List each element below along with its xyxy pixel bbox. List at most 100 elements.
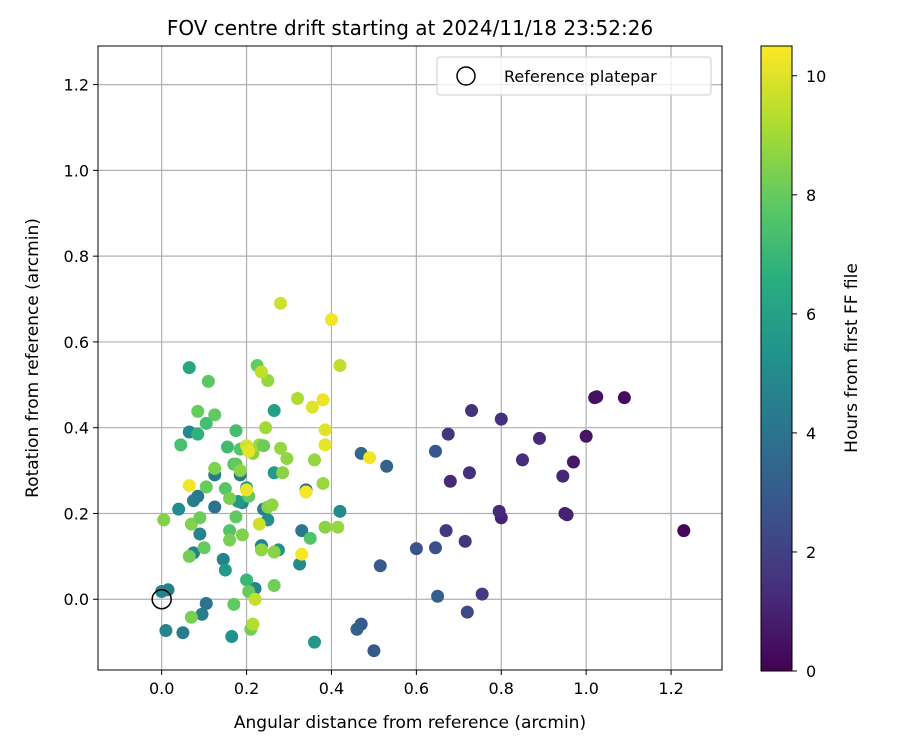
y-axis-label: Rotation from reference (arcmin) — [23, 218, 43, 498]
data-point — [373, 559, 387, 573]
data-point — [515, 453, 529, 467]
data-point — [257, 439, 271, 453]
x-axis-ticks: 0.0 0.2 0.4 0.6 0.8 1.0 1.2 — [149, 670, 684, 698]
data-point — [225, 630, 239, 644]
legend-reference-marker — [456, 66, 476, 86]
x-tick-label: 0.4 — [319, 679, 344, 698]
data-point — [254, 365, 268, 379]
data-point — [240, 483, 254, 497]
data-point — [443, 474, 457, 488]
x-tick-label: 0.2 — [234, 679, 259, 698]
data-point — [259, 421, 273, 435]
data-point — [316, 476, 330, 490]
data-point — [460, 605, 474, 619]
data-point — [465, 404, 479, 418]
data-point — [182, 361, 196, 375]
data-point — [462, 466, 476, 480]
reference-platepar-marker — [151, 588, 172, 610]
legend: Reference platepar — [436, 56, 712, 96]
data-point — [316, 393, 330, 407]
data-point — [295, 547, 309, 561]
colorbar-label: Hours from first FF file — [842, 263, 862, 453]
data-point — [246, 617, 260, 631]
data-point — [176, 626, 190, 640]
data-point — [216, 552, 230, 566]
y-tick-label: 1.2 — [64, 76, 89, 95]
data-point — [305, 400, 319, 414]
data-point — [556, 469, 570, 483]
data-point — [208, 461, 222, 475]
colorbar: 0 2 4 6 8 10 Hours from first FF file — [760, 45, 862, 681]
x-tick-label: 0.0 — [149, 679, 174, 698]
data-point — [428, 541, 442, 555]
data-point — [223, 533, 237, 547]
data-point — [274, 441, 288, 455]
data-point — [235, 528, 249, 542]
data-point — [367, 644, 381, 658]
data-point — [187, 494, 201, 508]
data-point — [409, 542, 423, 556]
data-point — [191, 427, 205, 441]
data-point — [242, 444, 256, 458]
data-point — [201, 374, 215, 388]
legend-label-reference: Reference platepar — [504, 67, 657, 86]
data-point — [248, 592, 262, 606]
data-point — [220, 440, 234, 454]
data-point — [227, 597, 241, 611]
x-tick-label: 1.2 — [658, 679, 683, 698]
colorbar-gradient — [760, 45, 793, 672]
data-point — [252, 517, 266, 531]
data-point — [182, 549, 196, 563]
plot-area — [98, 46, 722, 670]
data-point — [494, 412, 508, 426]
data-point — [267, 579, 281, 593]
data-point — [265, 498, 279, 512]
data-point — [295, 524, 309, 538]
y-tick-label: 0.6 — [64, 333, 89, 352]
data-point — [197, 541, 211, 555]
colorbar-ticks: 0 2 4 6 8 10 — [792, 67, 826, 681]
data-point — [254, 543, 268, 557]
data-point — [159, 624, 173, 638]
y-tick-label: 0.0 — [64, 590, 89, 609]
chart-title: FOV centre drift starting at 2024/11/18 … — [167, 16, 653, 40]
data-point — [199, 597, 213, 611]
data-point — [579, 429, 593, 443]
data-point — [161, 583, 175, 597]
y-tick-label: 0.4 — [64, 419, 89, 438]
data-point — [293, 557, 307, 571]
data-point — [333, 359, 347, 373]
colorbar-tick-label: 10 — [806, 67, 826, 86]
data-point — [199, 416, 213, 430]
data-point — [428, 444, 442, 458]
y-tick-label: 0.8 — [64, 247, 89, 266]
data-point — [199, 480, 213, 494]
data-point — [218, 482, 232, 496]
data-point — [276, 466, 290, 480]
data-point — [223, 524, 237, 538]
data-point — [191, 404, 205, 418]
data-point — [431, 589, 445, 603]
data-point — [240, 573, 254, 587]
data-point — [590, 390, 604, 404]
colorbar-tick-label: 0 — [806, 662, 816, 681]
data-point — [229, 424, 243, 438]
colorbar-tick-label: 2 — [806, 543, 816, 562]
data-point — [475, 587, 489, 601]
data-point — [299, 485, 313, 499]
data-point — [458, 534, 472, 548]
colorbar-tick-label: 6 — [806, 305, 816, 324]
x-tick-label: 1.0 — [573, 679, 598, 698]
data-point — [441, 427, 455, 441]
data-point — [303, 531, 317, 545]
data-point — [617, 391, 631, 405]
data-points — [151, 296, 691, 658]
plot-frame — [97, 45, 723, 671]
data-point — [318, 438, 332, 452]
legend-box — [436, 56, 712, 96]
colorbar-tick-label: 8 — [806, 186, 816, 205]
y-tick-label: 1.0 — [64, 161, 89, 180]
data-point — [318, 520, 332, 534]
data-point — [560, 508, 574, 522]
